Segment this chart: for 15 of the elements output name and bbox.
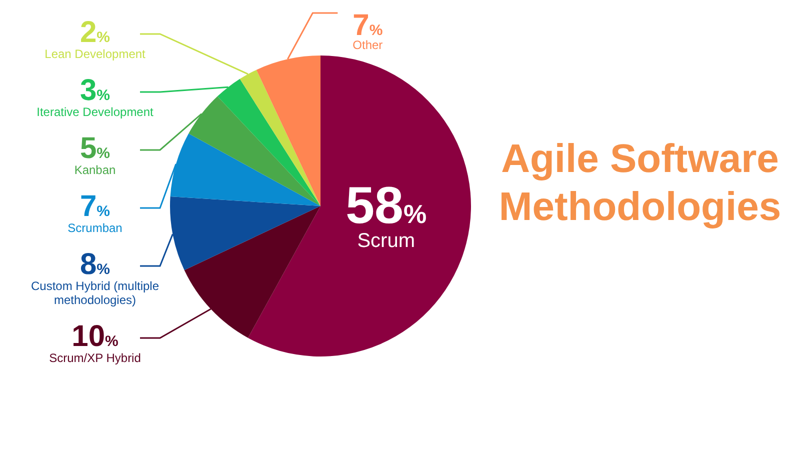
data-label: 7%	[80, 190, 110, 223]
data-label: 3%	[80, 74, 110, 107]
data-label: 5%	[80, 132, 110, 165]
slice-label: Scrum	[357, 230, 415, 252]
data-label: 10%	[72, 320, 118, 353]
slice-label: Scrum/XP Hybrid	[49, 351, 141, 365]
slice-label: Lean Development	[44, 47, 146, 61]
slice-label: Other	[352, 38, 383, 52]
text: Agile Software Methodologies	[498, 136, 782, 231]
slice-label: Scrumban	[68, 221, 122, 235]
slice-label: Iterative Development	[36, 105, 154, 119]
data-label: 8%	[80, 248, 110, 281]
slice-label: Kanban	[74, 163, 116, 177]
slice-label: Custom Hybrid (multiple methodologies)	[30, 279, 160, 307]
data-label: 2%	[80, 16, 110, 49]
